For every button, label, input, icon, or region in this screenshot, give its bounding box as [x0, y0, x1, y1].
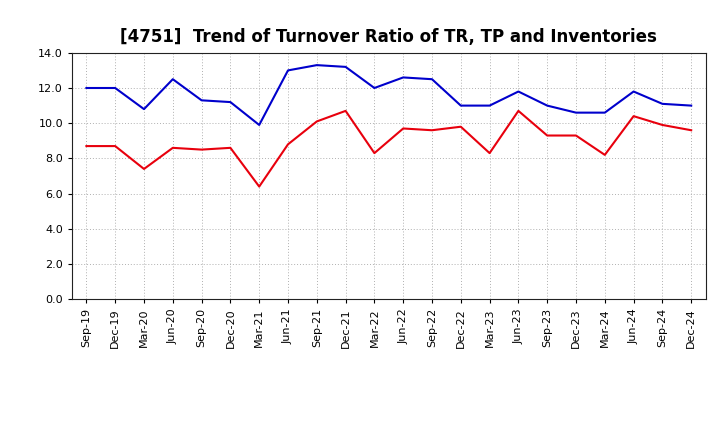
- Line: Trade Payables: Trade Payables: [86, 65, 691, 125]
- Trade Payables: [341, 64, 350, 70]
- Trade Receivables: [456, 124, 465, 129]
- Trade Receivables: [140, 166, 148, 172]
- Trade Receivables: [370, 150, 379, 156]
- Trade Payables: [687, 103, 696, 108]
- Trade Receivables: [197, 147, 206, 152]
- Trade Receivables: [399, 126, 408, 131]
- Title: [4751]  Trend of Turnover Ratio of TR, TP and Inventories: [4751] Trend of Turnover Ratio of TR, TP…: [120, 28, 657, 46]
- Trade Payables: [428, 77, 436, 82]
- Trade Payables: [572, 110, 580, 115]
- Trade Receivables: [82, 143, 91, 149]
- Trade Payables: [456, 103, 465, 108]
- Trade Payables: [629, 89, 638, 94]
- Trade Receivables: [111, 143, 120, 149]
- Trade Payables: [399, 75, 408, 80]
- Trade Receivables: [284, 142, 292, 147]
- Trade Payables: [284, 68, 292, 73]
- Trade Payables: [658, 101, 667, 106]
- Trade Payables: [485, 103, 494, 108]
- Trade Receivables: [168, 145, 177, 150]
- Trade Payables: [111, 85, 120, 91]
- Trade Payables: [197, 98, 206, 103]
- Trade Receivables: [687, 128, 696, 133]
- Trade Receivables: [485, 150, 494, 156]
- Line: Trade Receivables: Trade Receivables: [86, 111, 691, 187]
- Trade Receivables: [226, 145, 235, 150]
- Trade Receivables: [629, 114, 638, 119]
- Trade Payables: [226, 99, 235, 105]
- Trade Receivables: [312, 119, 321, 124]
- Trade Payables: [82, 85, 91, 91]
- Trade Receivables: [600, 152, 609, 158]
- Trade Payables: [370, 85, 379, 91]
- Trade Receivables: [514, 108, 523, 114]
- Trade Payables: [168, 77, 177, 82]
- Trade Receivables: [543, 133, 552, 138]
- Trade Payables: [543, 103, 552, 108]
- Trade Receivables: [255, 184, 264, 189]
- Trade Payables: [600, 110, 609, 115]
- Trade Payables: [140, 106, 148, 112]
- Trade Receivables: [428, 128, 436, 133]
- Trade Receivables: [341, 108, 350, 114]
- Trade Receivables: [572, 133, 580, 138]
- Trade Payables: [312, 62, 321, 68]
- Trade Payables: [514, 89, 523, 94]
- Trade Payables: [255, 122, 264, 128]
- Trade Receivables: [658, 122, 667, 128]
